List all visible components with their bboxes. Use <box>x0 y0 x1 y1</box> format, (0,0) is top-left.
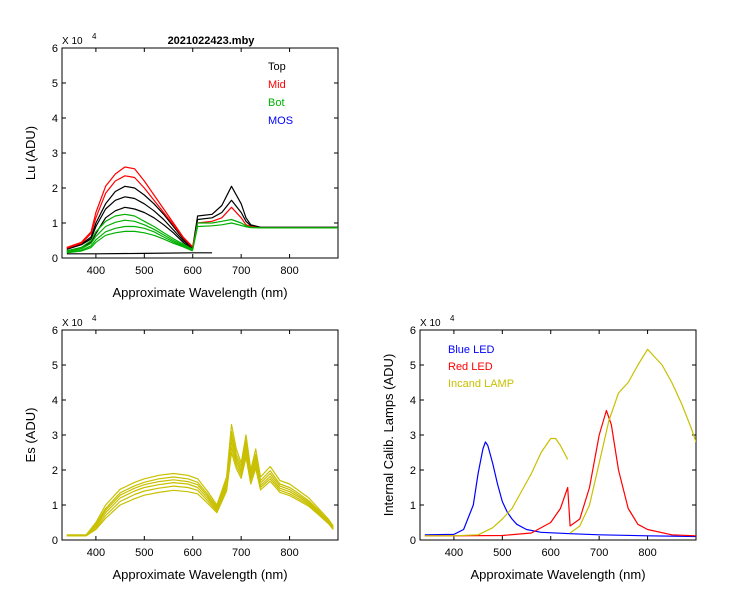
series-group <box>66 423 334 537</box>
x-tick-label: 700 <box>590 547 608 559</box>
y-tick-label: 0 <box>52 535 58 547</box>
y-tick-label: 5 <box>410 360 416 372</box>
y-axis-label: Lu (ADU) <box>23 126 38 180</box>
x-tick-label: 500 <box>135 265 153 277</box>
chart-lu: 0 1 2 3 4 5 6 400 500 600 700 800 X 10 4 Approximate W… <box>23 32 339 300</box>
figure-title: 2021022423.mby <box>168 35 256 47</box>
exponent-power: 4 <box>450 314 455 323</box>
chart-lamps: 0 1 2 3 4 5 6 400 500 600 700 800 X 10 4 Approximate W… <box>381 314 697 582</box>
y-tick-label: 5 <box>52 360 58 372</box>
series-line-incand-lamp <box>424 437 569 537</box>
series-line-es-6 <box>66 451 334 537</box>
series-line-top-1 <box>66 185 338 250</box>
series-line-es-4 <box>66 441 334 537</box>
x-tick-label: 600 <box>184 547 202 559</box>
x-tick-label: 400 <box>445 547 463 559</box>
legend-item: Blue LED <box>448 344 495 356</box>
y-tick-label: 6 <box>52 325 58 337</box>
x-tick-label: 800 <box>280 547 298 559</box>
series-line-mid-2 <box>66 175 194 249</box>
series-line-red-led <box>424 409 696 537</box>
x-axis-label: Approximate Wavelength (nm) <box>112 285 287 300</box>
y-axis-label: Es (ADU) <box>23 408 38 463</box>
x-tick-label: 800 <box>280 265 298 277</box>
y-tick-label: 1 <box>52 218 58 230</box>
exponent-label: X 10 <box>62 318 83 329</box>
exponent-power: 4 <box>92 314 97 323</box>
x-axis-label: Approximate Wavelength (nm) <box>112 567 287 582</box>
y-tick-label: 0 <box>52 253 58 265</box>
y-tick-label: 1 <box>52 500 58 512</box>
y-tick-label: 3 <box>52 430 58 442</box>
series-line-baseline <box>66 252 213 255</box>
y-tick-label: 4 <box>52 113 58 125</box>
y-tick-label: 1 <box>410 500 416 512</box>
legend-item: Bot <box>268 97 285 109</box>
y-tick-label: 6 <box>410 325 416 337</box>
legend-item: Red LED <box>448 361 493 373</box>
y-axis-label: Internal Calib. Lamps (ADU) <box>381 354 396 517</box>
series-line-es-5 <box>66 446 334 537</box>
x-tick-label: 800 <box>638 547 656 559</box>
exponent-label: X 10 <box>420 318 441 329</box>
legend-item: MOS <box>268 115 293 127</box>
y-tick-label: 4 <box>410 395 416 407</box>
series-line-bot-1 <box>66 213 338 252</box>
series-line-top-3 <box>66 206 194 252</box>
x-axis-label: Approximate Wavelength (nm) <box>470 567 645 582</box>
chart-es: 0 1 2 3 4 5 6 400 500 600 700 800 X 10 4 Approximate W… <box>23 314 339 582</box>
y-tick-label: 5 <box>52 78 58 90</box>
y-tick-label: 2 <box>52 465 58 477</box>
series-line-bot-3 <box>66 225 193 253</box>
series-line-bot-2 <box>66 219 338 253</box>
x-tick-label: 600 <box>184 265 202 277</box>
legend-item: Mid <box>268 79 286 91</box>
x-tick-label: 400 <box>87 547 105 559</box>
x-tick-label: 600 <box>542 547 560 559</box>
series-group <box>424 348 696 538</box>
series-line-incand-lamp-2 <box>569 348 696 534</box>
y-tick-label: 2 <box>52 183 58 195</box>
series-line-es-1 <box>66 423 334 536</box>
y-tick-label: 0 <box>410 535 416 547</box>
legend-item: Top <box>268 61 286 73</box>
x-tick-label: 700 <box>232 265 250 277</box>
series-line-es-3 <box>66 436 334 537</box>
x-tick-label: 400 <box>87 265 105 277</box>
exponent-power: 4 <box>92 32 97 41</box>
x-tick-label: 500 <box>493 547 511 559</box>
y-tick-label: 3 <box>52 148 58 160</box>
y-tick-label: 2 <box>410 465 416 477</box>
series-line-bot-4 <box>66 230 193 254</box>
y-tick-label: 6 <box>52 43 58 55</box>
y-tick-label: 3 <box>410 430 416 442</box>
legend-item: Incand LAMP <box>448 378 514 390</box>
series-group <box>66 166 338 255</box>
y-tick-label: 4 <box>52 395 58 407</box>
exponent-label: X 10 <box>62 36 83 47</box>
series-line-blue-led <box>424 441 696 538</box>
x-tick-label: 500 <box>135 547 153 559</box>
series-line-es-2 <box>66 430 334 536</box>
x-tick-label: 700 <box>232 547 250 559</box>
